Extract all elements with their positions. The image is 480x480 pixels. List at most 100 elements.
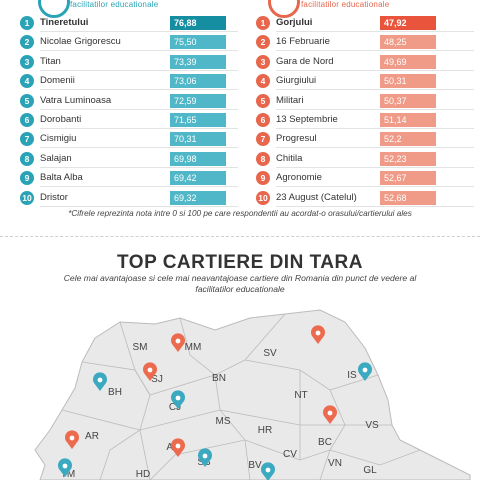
neighborhood-name: Agronomie [276, 172, 322, 184]
row-separator [40, 205, 238, 207]
county-label: VN [328, 458, 342, 469]
score-bar: 48,25 [380, 35, 436, 50]
county-label: BV [248, 460, 262, 471]
rank-number: 1 [256, 16, 270, 30]
rank-number: 10 [256, 190, 270, 205]
panel-subtitle: facilitatilor educationale [70, 0, 159, 9]
section-subtitle: Cele mai avantajoase si cele mai neavant… [63, 273, 417, 294]
county-label: SJ [151, 374, 163, 385]
score-bar: 50,37 [380, 93, 436, 108]
row-separator [276, 31, 474, 32]
row-separator [276, 89, 474, 91]
neighborhood-name: 13 Septembrie [276, 113, 338, 125]
map-pin-icon [323, 405, 337, 424]
neighborhood-name: 23 August (Catelul) [276, 191, 357, 203]
map-pin-icon [311, 325, 326, 344]
list-item: 4 Giurgiului 50,31 [256, 72, 474, 91]
rank-number: 6 [256, 112, 270, 127]
row-separator [276, 147, 474, 149]
rank-number: 3 [20, 54, 34, 69]
neighborhood-name: Giurgiului [276, 75, 317, 87]
row-separator [276, 166, 474, 168]
map-pin-icon [143, 362, 158, 381]
county-label: SV [263, 348, 277, 359]
neighborhood-name: Balta Alba [40, 172, 83, 184]
rank-number: 8 [20, 151, 34, 166]
list-item: 5 Vatra Luminoasa 72,59 [20, 92, 238, 110]
score-bar: 72,59 [170, 93, 226, 108]
rank-number: 8 [256, 151, 270, 166]
list-item: 8 Chitila 52,23 [256, 150, 474, 168]
row-separator [40, 31, 238, 32]
romania-map: SMMMSVBHSJBNISCJNTMSARHRBCVSABTMHDSBBVCV… [34, 309, 471, 480]
footnote: *Cifrele reprezinta nota intre 0 si 100 … [68, 209, 412, 218]
panel-subtitle: facilitatilor educationale [301, 0, 390, 9]
county-label: AR [85, 431, 99, 442]
neighborhood-name: Tineretului [40, 17, 89, 28]
country-outline [34, 309, 471, 480]
row-separator [40, 69, 238, 71]
county-label: GL [363, 465, 377, 476]
neighborhood-name: Gorjului [276, 17, 313, 28]
neighborhood-name: Gara de Nord [276, 55, 334, 67]
county-label: HR [258, 425, 272, 436]
list-item: 9 Agronomie 52,67 [256, 169, 474, 188]
neighborhood-name: Titan [40, 55, 61, 67]
neighborhood-name: Domenii [40, 75, 75, 87]
neighborhood-name: 16 Februarie [276, 36, 330, 48]
map-pin-icon [198, 448, 213, 467]
score-bar: 76,88 [170, 16, 226, 30]
row-separator [40, 186, 238, 188]
neighborhood-name: Progresul [276, 133, 317, 145]
score-bar: 52,2 [380, 132, 436, 147]
ranking-list: 1 Tineretului 76,88 2 Nicolae Grigorescu 75,5… [20, 14, 238, 208]
rank-number: 9 [256, 171, 270, 186]
neighborhood-name: Dorobanti [40, 113, 82, 125]
score-bar: 52,67 [380, 171, 436, 186]
row-separator [40, 166, 238, 168]
score-bar: 47,92 [380, 16, 436, 30]
county-borders [61, 313, 421, 480]
map-pin-icon [261, 462, 275, 480]
rank-number: 4 [20, 74, 34, 89]
list-item: 7 Progresul 52,2 [256, 130, 474, 149]
map-pin-icon [358, 362, 373, 381]
list-item: 2 Nicolae Grigorescu 75,50 [20, 33, 238, 52]
score-bar: 52,68 [380, 190, 436, 205]
rank-number: 5 [20, 93, 34, 108]
score-bar: 69,42 [170, 171, 226, 186]
row-separator [276, 186, 474, 188]
county-label: NT [294, 390, 307, 401]
score-bar: 52,23 [380, 151, 436, 166]
row-separator [40, 89, 238, 91]
county-label: BC [318, 437, 332, 448]
county-label: VS [365, 420, 379, 431]
list-item: 3 Titan 73,39 [20, 53, 238, 71]
list-item: 6 13 Septembrie 51,14 [256, 111, 474, 129]
list-item: 1 Tineretului 76,88 [20, 14, 238, 32]
rank-number: 2 [20, 35, 34, 50]
score-bar: 75,50 [170, 35, 226, 50]
list-item: 3 Gara de Nord 49,69 [256, 53, 474, 71]
neighborhood-name: Militari [276, 94, 304, 106]
map-pin-icon [171, 333, 186, 352]
section-title: TOP CARTIERE DIN TARA [117, 252, 363, 273]
score-bar: 51,14 [380, 112, 436, 127]
score-bar: 49,69 [380, 54, 436, 69]
county-label: IS [347, 370, 357, 381]
row-separator [276, 205, 474, 207]
row-separator [40, 147, 238, 149]
county-label: BN [212, 373, 226, 384]
section-divider [0, 236, 480, 238]
row-separator [276, 50, 474, 52]
score-bar: 70,31 [170, 132, 226, 147]
rank-number: 10 [20, 190, 34, 205]
location-pins [58, 325, 373, 480]
list-item: 6 Dorobanti 71,65 [20, 111, 238, 129]
list-item: 4 Domenii 73,06 [20, 72, 238, 91]
rank-number: 5 [256, 93, 270, 108]
list-item: 5 Militari 50,37 [256, 92, 474, 110]
map-pin-icon [171, 390, 186, 409]
list-item: 1 Gorjului 47,92 [256, 14, 474, 32]
row-separator [40, 108, 238, 110]
